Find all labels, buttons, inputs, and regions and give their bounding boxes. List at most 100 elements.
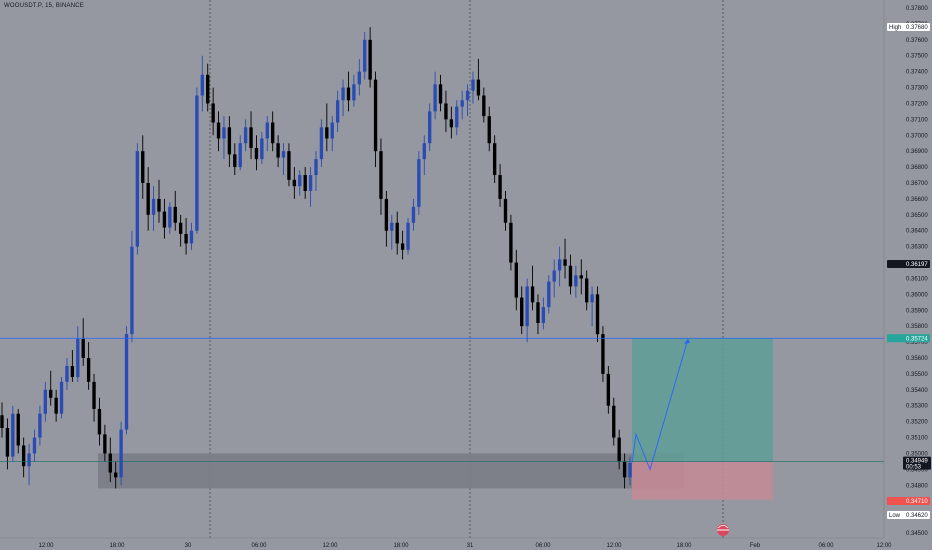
price-tick-label: 0.34900 <box>906 467 928 473</box>
marker-price-tag-value: 0.36197 <box>906 262 928 268</box>
candle-body <box>590 294 594 303</box>
time-tick-label: 12:00 <box>606 543 622 549</box>
price-tick-label: 0.36800 <box>906 165 928 171</box>
candle-body <box>265 122 269 139</box>
current-price-value: 0.34949 <box>906 459 928 465</box>
candle-body <box>38 413 42 438</box>
candle-body <box>21 445 26 467</box>
time-tick-label: 12:00 <box>38 543 54 549</box>
stop-price-tag-value: 0.34710 <box>906 499 928 505</box>
price-tick-label: 0.36100 <box>906 276 928 282</box>
price-tick-label: 0.35000 <box>906 451 928 457</box>
price-tick-label: 0.35300 <box>906 404 928 410</box>
countdown-value: 00:53 <box>906 465 922 471</box>
candle-body <box>200 74 204 96</box>
candle-body <box>103 434 107 454</box>
candle-body <box>536 302 540 323</box>
price-tick-label: 0.35100 <box>906 436 928 442</box>
candle-body <box>352 84 356 101</box>
economic-event-icon <box>717 524 729 536</box>
candle-body <box>335 100 340 123</box>
target-price-tag: 0.35724 <box>887 334 930 343</box>
time-tick-label: 30 <box>185 543 192 549</box>
candle-body <box>59 381 64 414</box>
time-tick-label: 06:00 <box>251 543 267 549</box>
candle-body <box>5 428 10 457</box>
candle-body <box>444 103 448 120</box>
price-tick-label: 0.35700 <box>906 340 928 346</box>
candle-body <box>460 100 464 107</box>
projection-arrowhead <box>684 338 690 344</box>
candle-body <box>417 159 421 207</box>
price-tick-label: 0.35600 <box>906 356 928 362</box>
price-tick-label: 0.35500 <box>906 372 928 378</box>
candle-body <box>400 243 405 250</box>
candle-body <box>622 461 627 478</box>
candle-body <box>189 230 194 244</box>
candle-body <box>70 365 75 378</box>
time-tick-label: 18:00 <box>109 543 125 549</box>
candle-body <box>492 143 497 176</box>
candle-body <box>298 175 302 187</box>
candle-body <box>260 138 264 160</box>
candle-body <box>422 143 426 160</box>
candle-body <box>276 143 280 158</box>
candle-body <box>287 151 291 180</box>
candle-body <box>157 198 161 212</box>
candle-body <box>449 119 454 128</box>
time-tick-label: 31 <box>467 543 474 549</box>
candle-body <box>27 453 31 467</box>
candle-body <box>308 175 313 191</box>
time-tick-label: 12:00 <box>322 543 338 549</box>
candle-body <box>11 413 15 457</box>
candle-body <box>455 106 459 128</box>
candle-body <box>411 206 416 223</box>
candle-body <box>612 405 616 438</box>
candle-body <box>552 270 556 282</box>
candle-body <box>330 122 334 139</box>
candle-body <box>406 222 410 250</box>
candle-body <box>595 294 600 335</box>
high-tag-label: High <box>889 25 901 31</box>
candle-body <box>574 275 578 287</box>
candle-body <box>222 127 226 139</box>
candle-body <box>465 90 470 101</box>
candle-body <box>395 222 399 244</box>
candle-body <box>476 79 481 96</box>
candle-body <box>346 87 351 101</box>
low-tag-label: Low <box>889 513 901 519</box>
candle-body <box>503 198 508 223</box>
low-tag-value: 0.34620 <box>906 513 928 519</box>
time-axis: 12:00 18:00 30 06:00 12:00 18:00 31 06:00 12:00 1… <box>0 537 892 550</box>
candle-body <box>135 151 140 247</box>
projection-path <box>631 338 689 471</box>
candle-body <box>238 143 242 168</box>
candle-body <box>363 39 367 72</box>
price-tick-label: 0.36300 <box>906 245 928 251</box>
candle-body <box>509 222 513 263</box>
candle-body <box>206 74 210 104</box>
candle-body <box>568 265 573 287</box>
candle-body <box>168 206 172 228</box>
candle-body <box>390 222 394 231</box>
candle-body <box>227 127 232 155</box>
target-price-tag-value: 0.35724 <box>906 336 928 342</box>
candle-body <box>368 39 372 80</box>
demand-zone <box>98 453 684 489</box>
candle-body <box>81 338 85 358</box>
candle-body <box>271 122 275 144</box>
candle-body <box>530 286 535 303</box>
candle-body <box>76 338 80 378</box>
candle-body <box>281 151 286 158</box>
price-tick-label: 0.36400 <box>906 229 928 235</box>
candle-body <box>341 87 345 101</box>
price-tick-label: 0.34800 <box>906 483 928 489</box>
candle-body <box>438 84 443 104</box>
time-tick-label: 18:00 <box>393 543 409 549</box>
candle-body <box>557 259 562 271</box>
candle-body <box>617 437 621 462</box>
time-tick-label: 18:00 <box>676 543 692 549</box>
